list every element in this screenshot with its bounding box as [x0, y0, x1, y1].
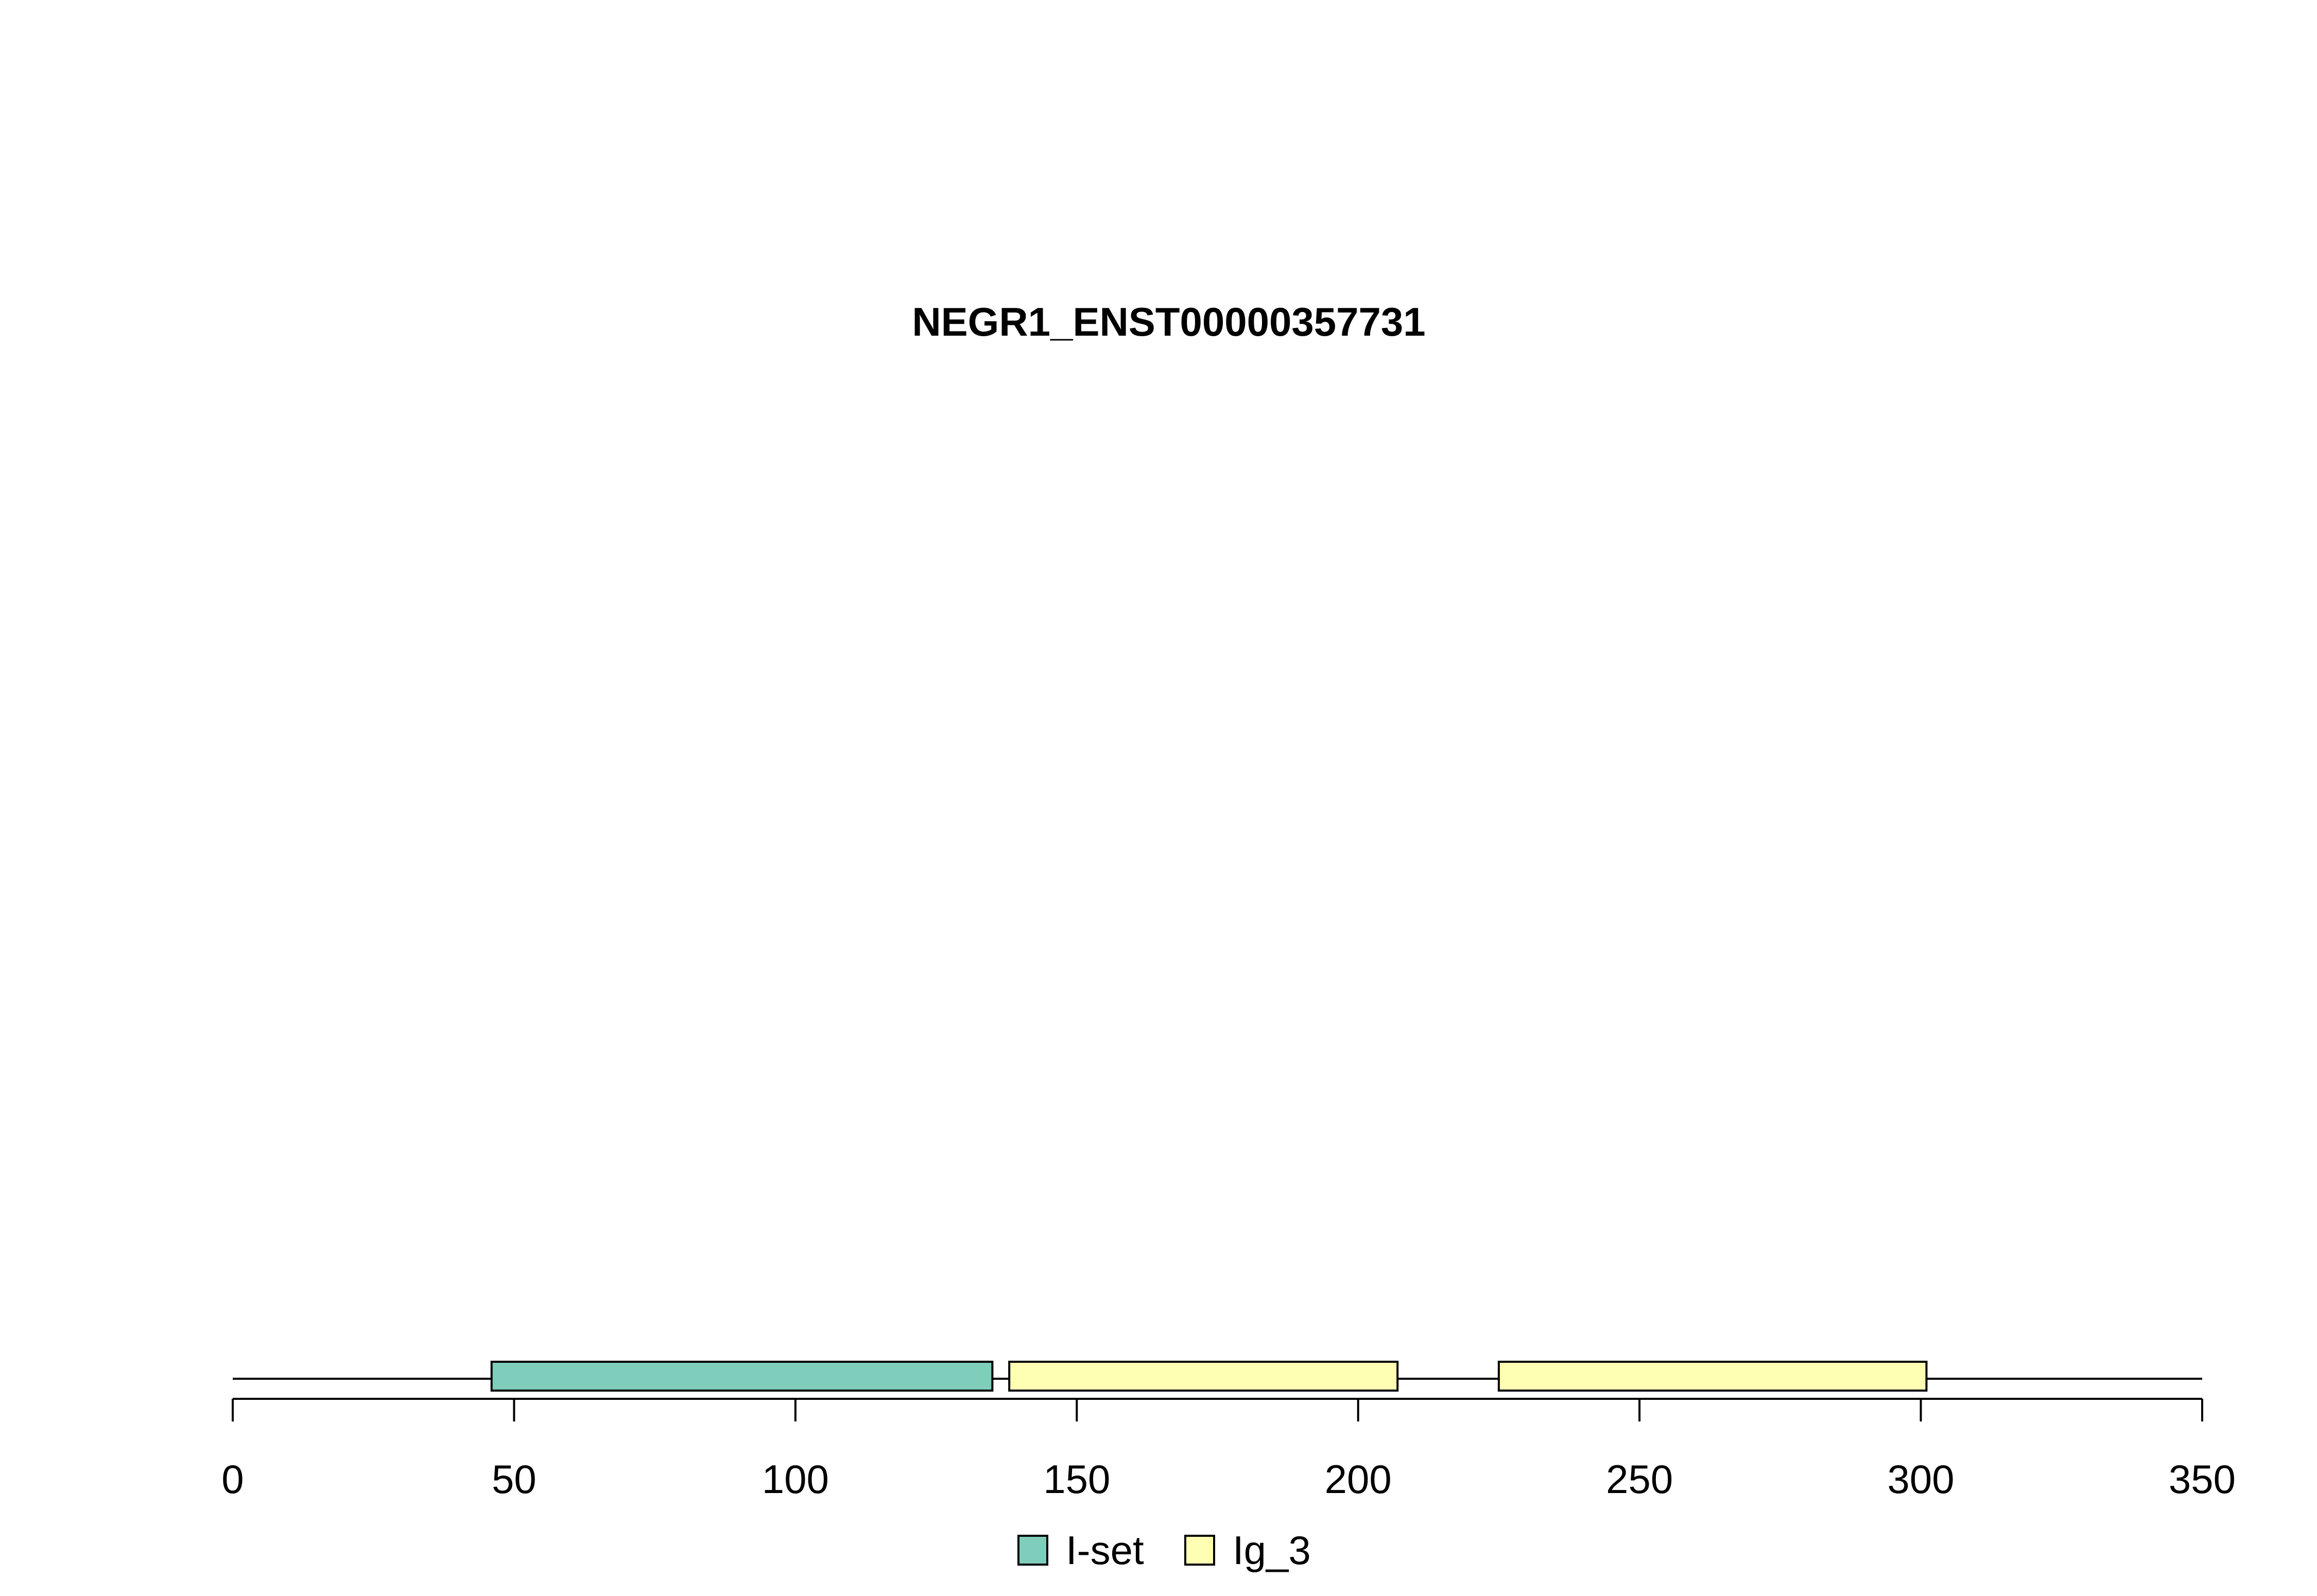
x-tick-label-250: 250	[1606, 1456, 1673, 1502]
x-axis: 0 50 100 150 200 250 300 350	[221, 1398, 2236, 1502]
x-tick-label-50: 50	[492, 1456, 537, 1502]
legend-swatch-i-set	[1017, 1535, 1048, 1566]
chart-title: NEGR1_ENST00000357731	[912, 299, 1425, 344]
legend-swatch-ig-3	[1184, 1535, 1215, 1566]
x-tick-label-150: 150	[1043, 1456, 1110, 1502]
domain-box-ig-3-3	[1497, 1361, 1928, 1392]
domain-box-i-set-1	[490, 1361, 994, 1392]
x-tick-label-200: 200	[1325, 1456, 1392, 1502]
x-tick-label-100: 100	[762, 1456, 829, 1502]
protein-track	[233, 1361, 2202, 1392]
legend-label-ig-3: Ig_3	[1233, 1528, 1311, 1573]
x-tick-label-300: 300	[1888, 1456, 1955, 1502]
legend: I-set Ig_3	[1017, 1528, 1311, 1573]
domain-box-ig-3-2	[1008, 1361, 1399, 1392]
x-tick-label-350: 350	[2169, 1456, 2236, 1502]
legend-label-i-set: I-set	[1066, 1528, 1144, 1573]
x-tick-label-0: 0	[221, 1456, 244, 1502]
